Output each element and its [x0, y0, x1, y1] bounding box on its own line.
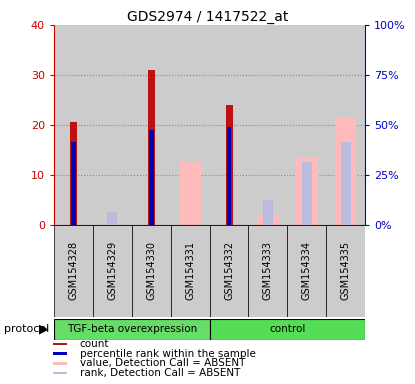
Bar: [171, 225, 210, 317]
Bar: [53, 362, 67, 364]
Bar: [296, 157, 317, 225]
Bar: [53, 343, 67, 345]
Text: GSM154328: GSM154328: [68, 241, 78, 300]
Bar: [288, 25, 326, 225]
Bar: [210, 25, 249, 225]
Text: GSM154335: GSM154335: [341, 241, 351, 300]
Bar: [249, 25, 288, 225]
Bar: [54, 225, 93, 317]
Bar: [53, 372, 67, 374]
Bar: [148, 70, 155, 225]
Text: control: control: [269, 324, 305, 334]
Bar: [302, 162, 312, 225]
Bar: [210, 319, 365, 340]
Bar: [107, 212, 117, 225]
Text: percentile rank within the sample: percentile rank within the sample: [80, 349, 256, 359]
Bar: [70, 122, 77, 225]
Text: GSM154331: GSM154331: [185, 241, 195, 300]
Text: protocol: protocol: [4, 324, 49, 334]
Bar: [341, 142, 351, 225]
Text: GSM154332: GSM154332: [224, 241, 234, 300]
Text: TGF-beta overexpression: TGF-beta overexpression: [67, 324, 197, 334]
Text: count: count: [80, 339, 109, 349]
Bar: [225, 105, 232, 225]
Bar: [132, 225, 171, 317]
Bar: [227, 127, 232, 225]
Text: ▶: ▶: [39, 323, 49, 336]
Text: GSM154330: GSM154330: [146, 241, 156, 300]
Bar: [93, 25, 132, 225]
Bar: [326, 225, 365, 317]
Bar: [335, 118, 356, 225]
Text: rank, Detection Call = ABSENT: rank, Detection Call = ABSENT: [80, 368, 240, 378]
Bar: [210, 225, 249, 317]
Bar: [53, 353, 67, 355]
Bar: [93, 225, 132, 317]
Bar: [257, 215, 278, 225]
Bar: [171, 25, 210, 225]
Bar: [263, 200, 273, 225]
Text: GSM154334: GSM154334: [302, 241, 312, 300]
Bar: [249, 225, 287, 317]
Bar: [287, 225, 326, 317]
Bar: [54, 319, 210, 340]
Text: GSM154333: GSM154333: [263, 241, 273, 300]
Text: GSM154329: GSM154329: [107, 241, 117, 300]
Bar: [71, 142, 76, 225]
Bar: [54, 25, 93, 225]
Bar: [179, 162, 201, 225]
Text: value, Detection Call = ABSENT: value, Detection Call = ABSENT: [80, 358, 245, 368]
Bar: [132, 25, 171, 225]
Text: GDS2974 / 1417522_at: GDS2974 / 1417522_at: [127, 10, 288, 23]
Bar: [149, 130, 154, 225]
Bar: [326, 25, 365, 225]
